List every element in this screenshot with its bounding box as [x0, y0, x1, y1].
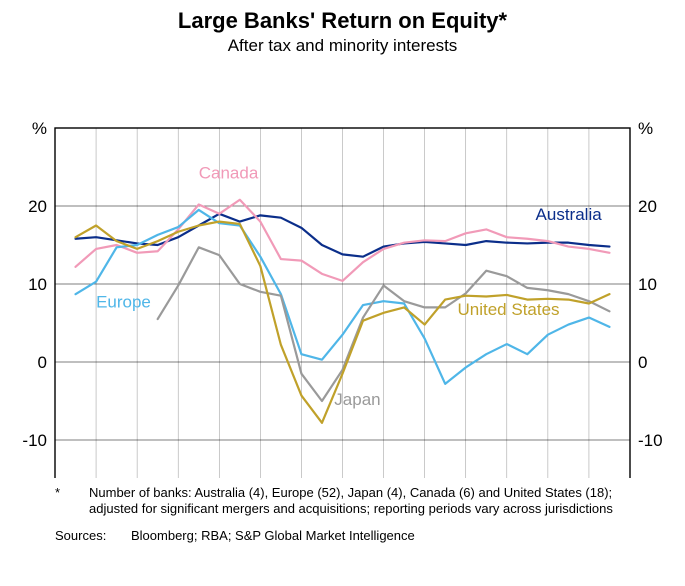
chart-subtitle: After tax and minority interests — [0, 36, 685, 56]
series-label-canada: Canada — [199, 164, 259, 183]
line-chart: -20-20-10-100010102020%%2004200720102013… — [0, 58, 685, 478]
y-tick-label-left: 0 — [38, 353, 47, 372]
series-label-us: United States — [458, 300, 560, 319]
y-unit-left: % — [32, 119, 47, 138]
series-label-japan: Japan — [334, 390, 380, 409]
y-tick-label-left: -10 — [22, 431, 47, 450]
y-tick-label-right: 20 — [638, 197, 657, 216]
y-tick-label-left: 10 — [28, 275, 47, 294]
y-unit-right: % — [638, 119, 653, 138]
footnote-text: Number of banks: Australia (4), Europe (… — [88, 484, 651, 519]
series-label-europe: Europe — [96, 292, 151, 311]
sources-label: Sources: — [54, 527, 130, 545]
chart-title: Large Banks' Return on Equity* — [0, 0, 685, 34]
y-tick-label-right: 10 — [638, 275, 657, 294]
series-label-australia: Australia — [536, 205, 603, 224]
footnote-marker: * — [54, 484, 88, 519]
sources-text: Bloomberg; RBA; S&P Global Market Intell… — [130, 527, 416, 545]
chart-container: { "title": "Large Banks' Return on Equit… — [0, 0, 685, 586]
y-tick-label-right: -10 — [638, 431, 663, 450]
y-tick-label-left: 20 — [28, 197, 47, 216]
sources: Sources: Bloomberg; RBA; S&P Global Mark… — [54, 527, 651, 545]
footnote: * Number of banks: Australia (4), Europe… — [54, 484, 651, 519]
y-tick-label-right: 0 — [638, 353, 647, 372]
